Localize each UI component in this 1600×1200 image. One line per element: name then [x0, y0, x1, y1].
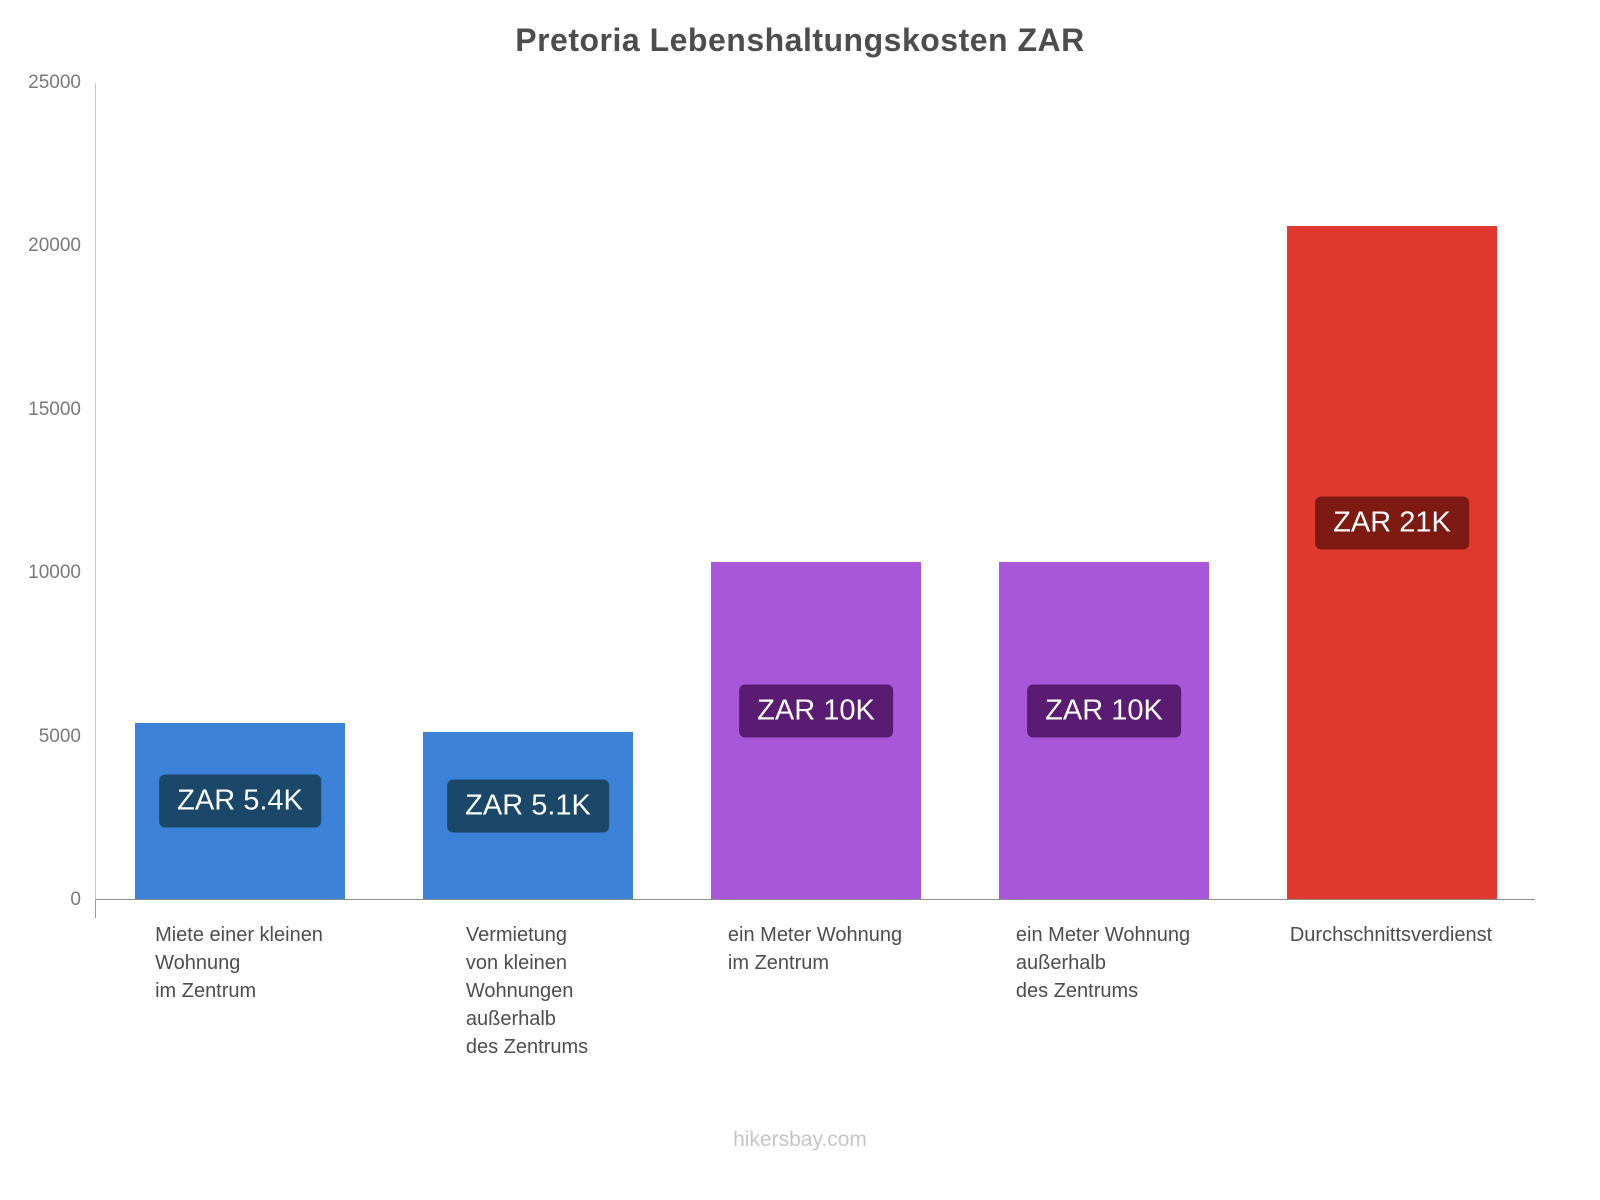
category-label-line: im Zentrum	[155, 980, 257, 1002]
y-tick-label: 20000	[28, 235, 81, 257]
bar	[1287, 226, 1497, 899]
y-tick-label: 5000	[38, 725, 81, 747]
category-label-line: Miete einer kleinen	[155, 924, 323, 946]
footer-credit: hikersbay.com	[733, 1128, 867, 1151]
y-tick-label: 0	[70, 889, 81, 910]
category-label: ein Meter Wohnung im Zentrum	[728, 921, 902, 977]
bar-value-label: ZAR 5.1K	[447, 779, 609, 833]
category-label: ein Meter Wohnung außerhalb des Zentrums	[1016, 921, 1190, 1005]
plot-area: ZAR 5.4K ZAR 5.1K ZAR 10K ZAR 10K ZAR 21K	[95, 83, 1535, 918]
category-label-line: Wohnungen	[465, 980, 574, 1002]
category-label-line: ein Meter Wohnung	[727, 924, 903, 946]
category-label-line: im Zentrum	[727, 952, 830, 974]
category-label: Miete einer kleinen Wohnung im Zentrum	[155, 921, 323, 1005]
category-label-line: des Zentrums	[1015, 980, 1139, 1002]
category-label-line: Wohnung	[155, 952, 241, 974]
y-axis-tick-stub	[95, 900, 96, 918]
y-tick-label: 25000	[28, 72, 81, 93]
category-label-line: des Zentrums	[465, 1036, 589, 1058]
category-label: Durchschnittsverdienst	[1290, 921, 1492, 949]
category-label-line: außerhalb	[1015, 952, 1106, 974]
bar-value-label: ZAR 5.4K	[159, 774, 321, 828]
category-label-line: Durchschnittsverdienst	[1289, 924, 1493, 946]
category-label-line: außerhalb	[465, 1008, 556, 1030]
category-label-line: Vermietung	[465, 924, 568, 946]
chart-title: Pretoria Lebenshaltungskosten ZAR	[515, 22, 1085, 58]
x-axis: Miete einer kleinen Wohnung im Zentrum Verm…	[95, 901, 1535, 1101]
y-tick-label: 10000	[28, 562, 81, 584]
category-label-line: ein Meter Wohnung	[1015, 924, 1191, 946]
category-label-line: von kleinen	[465, 952, 568, 974]
y-tick-label: 15000	[28, 398, 81, 420]
bar-value-label: ZAR 10K	[1027, 684, 1181, 738]
bar-value-label: ZAR 10K	[739, 684, 893, 738]
category-label: Vermietung von kleinen Wohnungen außerhalb d…	[466, 921, 588, 1061]
bar-value-label: ZAR 21K	[1315, 496, 1469, 550]
y-axis: 0 5000 10000 15000 20000 25000	[0, 72, 93, 910]
